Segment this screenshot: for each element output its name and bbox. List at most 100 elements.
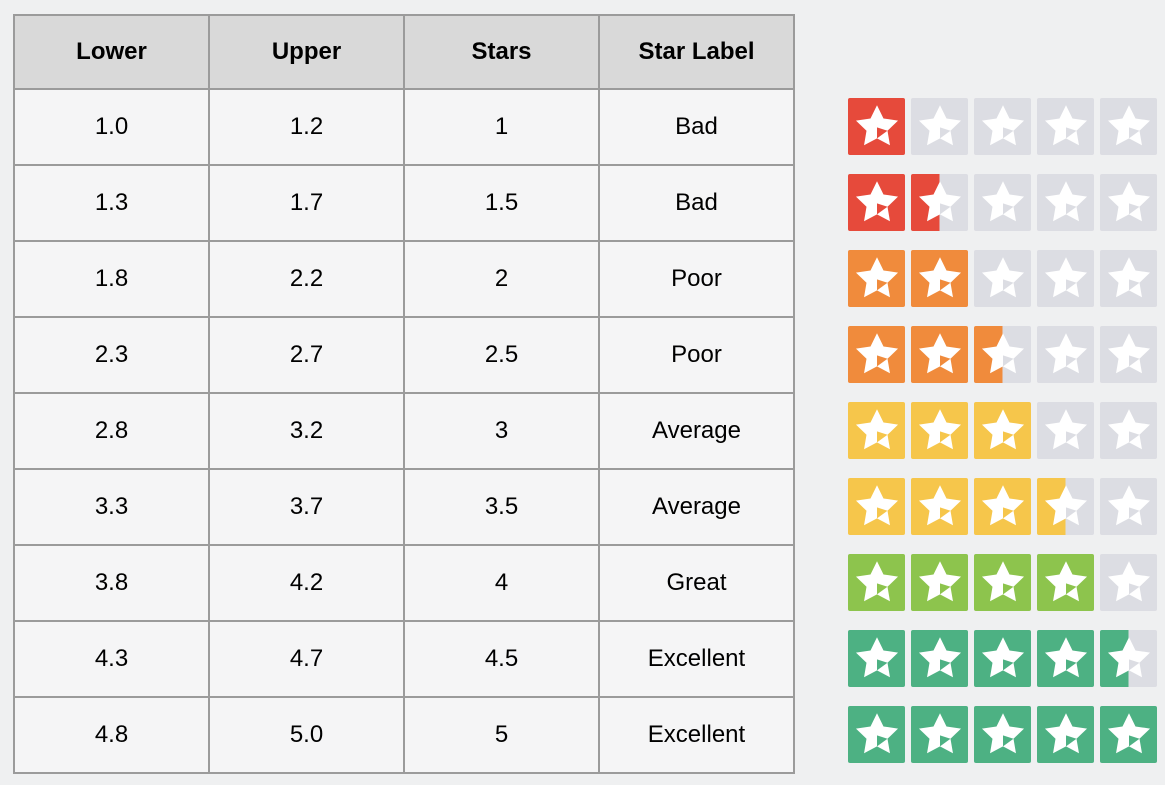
table-row: 3.8 4.2 4 Great <box>13 544 795 622</box>
cell-lower: 1.8 <box>13 240 210 318</box>
star-icon <box>1037 249 1094 307</box>
cell-lower: 4.3 <box>13 620 210 698</box>
star-icon <box>848 325 905 383</box>
table-row: 2.8 3.2 3 Average <box>13 392 795 470</box>
star-icon <box>1037 553 1094 611</box>
star-icon <box>911 553 968 611</box>
cell-upper: 1.7 <box>208 164 405 242</box>
star-icon <box>848 173 905 231</box>
table-row: 1.8 2.2 2 Poor <box>13 240 795 318</box>
star-icon <box>1100 553 1157 611</box>
star-icon <box>911 401 968 459</box>
cell-lower: 2.8 <box>13 392 210 470</box>
cell-label: Average <box>598 468 795 546</box>
star-rating-row <box>848 620 1157 696</box>
star-rating-row <box>848 544 1157 620</box>
cell-stars: 5 <box>403 696 600 774</box>
star-icon <box>974 629 1031 687</box>
star-icon <box>848 97 905 155</box>
half-star-icon <box>911 173 968 231</box>
star-icon <box>848 249 905 307</box>
half-star-icon <box>1100 629 1157 687</box>
table-row: 1.3 1.7 1.5 Bad <box>13 164 795 242</box>
table-row: 2.3 2.7 2.5 Poor <box>13 316 795 394</box>
star-icon <box>1037 401 1094 459</box>
cell-label: Poor <box>598 240 795 318</box>
cell-lower: 1.0 <box>13 88 210 166</box>
star-ratings <box>848 88 1157 772</box>
header-row: Lower Upper Stars Star Label <box>13 14 795 90</box>
star-icon <box>1037 705 1094 763</box>
cell-upper: 2.2 <box>208 240 405 318</box>
star-icon <box>848 401 905 459</box>
star-rating-row <box>848 164 1157 240</box>
rating-table-body: 1.0 1.2 1 Bad 1.3 1.7 1.5 Bad 1.8 2.2 2 Poor 2.3 2.7 2… <box>13 88 795 774</box>
star-icon <box>1100 705 1157 763</box>
star-icon <box>1100 477 1157 535</box>
cell-lower: 3.3 <box>13 468 210 546</box>
star-icon <box>1037 173 1094 231</box>
col-header-upper: Upper <box>208 14 405 90</box>
half-star-icon <box>1037 477 1094 535</box>
cell-upper: 3.7 <box>208 468 405 546</box>
cell-stars: 3 <box>403 392 600 470</box>
cell-label: Average <box>598 392 795 470</box>
table-row: 4.3 4.7 4.5 Excellent <box>13 620 795 698</box>
table-row: 4.8 5.0 5 Excellent <box>13 696 795 774</box>
cell-upper: 5.0 <box>208 696 405 774</box>
star-icon <box>974 705 1031 763</box>
cell-upper: 4.7 <box>208 620 405 698</box>
star-icon <box>1037 629 1094 687</box>
star-icon <box>848 553 905 611</box>
star-icon <box>911 97 968 155</box>
star-icon <box>911 325 968 383</box>
cell-upper: 4.2 <box>208 544 405 622</box>
star-icon <box>974 173 1031 231</box>
star-icon <box>1100 401 1157 459</box>
rating-table-header: Lower Upper Stars Star Label <box>13 14 795 90</box>
star-icon <box>974 477 1031 535</box>
cell-upper: 3.2 <box>208 392 405 470</box>
star-icon <box>1037 97 1094 155</box>
star-icon <box>1100 173 1157 231</box>
cell-label: Poor <box>598 316 795 394</box>
table-row: 3.3 3.7 3.5 Average <box>13 468 795 546</box>
cell-stars: 4.5 <box>403 620 600 698</box>
star-icon <box>848 705 905 763</box>
rating-table: Lower Upper Stars Star Label 1.0 1.2 1 Bad 1… <box>13 14 795 774</box>
col-header-star-label: Star Label <box>598 14 795 90</box>
star-rating-row <box>848 696 1157 772</box>
star-rating-row <box>848 316 1157 392</box>
star-icon <box>1100 325 1157 383</box>
col-header-stars: Stars <box>403 14 600 90</box>
cell-stars: 1 <box>403 88 600 166</box>
star-icon <box>911 629 968 687</box>
cell-label: Excellent <box>598 620 795 698</box>
star-icon <box>974 97 1031 155</box>
cell-label: Excellent <box>598 696 795 774</box>
cell-upper: 1.2 <box>208 88 405 166</box>
cell-stars: 3.5 <box>403 468 600 546</box>
star-rating-row <box>848 240 1157 316</box>
star-icon <box>1100 249 1157 307</box>
cell-label: Great <box>598 544 795 622</box>
star-rating-row <box>848 468 1157 544</box>
cell-lower: 4.8 <box>13 696 210 774</box>
cell-label: Bad <box>598 164 795 242</box>
cell-stars: 4 <box>403 544 600 622</box>
star-icon <box>911 249 968 307</box>
cell-stars: 2 <box>403 240 600 318</box>
star-icon <box>911 477 968 535</box>
cell-lower: 1.3 <box>13 164 210 242</box>
cell-upper: 2.7 <box>208 316 405 394</box>
star-icon <box>1037 325 1094 383</box>
star-icon <box>1100 97 1157 155</box>
star-icon <box>848 629 905 687</box>
table-row: 1.0 1.2 1 Bad <box>13 88 795 166</box>
cell-stars: 1.5 <box>403 164 600 242</box>
star-rating-row <box>848 88 1157 164</box>
star-icon <box>848 477 905 535</box>
cell-lower: 2.3 <box>13 316 210 394</box>
cell-label: Bad <box>598 88 795 166</box>
